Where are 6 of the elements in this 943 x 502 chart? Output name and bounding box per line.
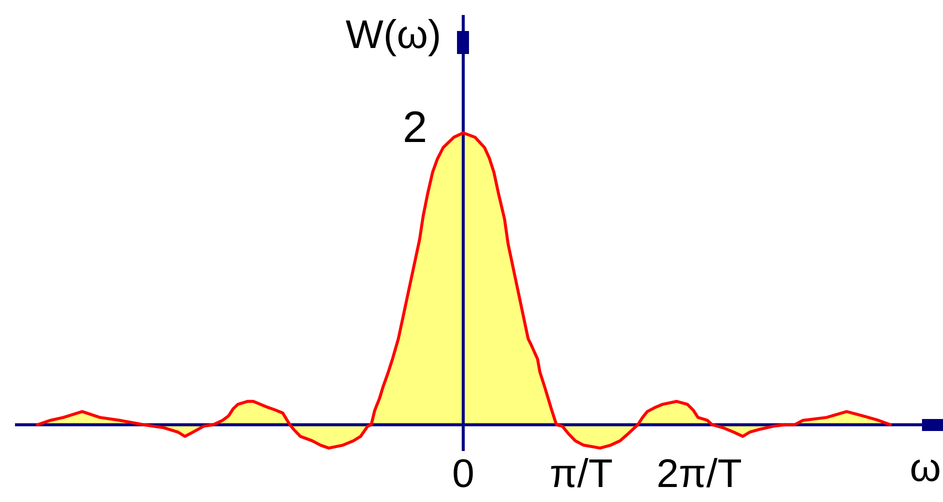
x-tick-label: π/T xyxy=(550,452,613,496)
x-tick-label: 2π/T xyxy=(656,452,742,496)
y-axis-title: W(ω) xyxy=(346,13,442,58)
annotation: 2 xyxy=(402,103,428,152)
x-axis-title: ω xyxy=(910,446,941,490)
x-tick-label: 0 xyxy=(452,452,474,496)
